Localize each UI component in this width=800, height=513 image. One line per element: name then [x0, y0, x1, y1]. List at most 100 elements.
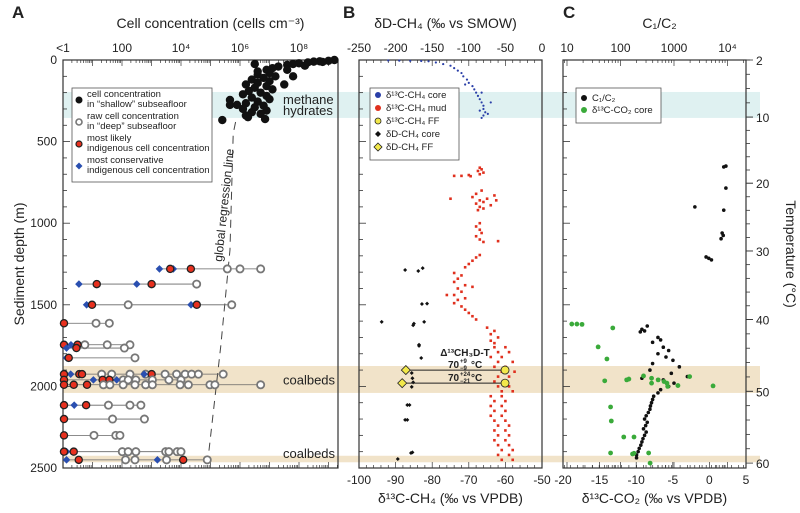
core-dD-point — [419, 356, 424, 361]
temperature-tick-label: 10 — [756, 111, 770, 125]
bottom-tick-label: 0 — [706, 473, 713, 487]
band-label: coalbeds — [283, 372, 336, 387]
likely-point — [87, 300, 97, 310]
mud-point — [496, 239, 500, 243]
c1c2-point — [656, 351, 660, 356]
legend-label: C₁/C₂ — [592, 93, 616, 104]
core-dD-point — [407, 403, 412, 408]
annotation-temp-unit: °C — [471, 373, 482, 384]
co2-point — [602, 378, 608, 384]
co2-point — [604, 356, 610, 362]
mud-point — [489, 339, 493, 343]
conservative-point — [62, 456, 71, 464]
mud-point — [452, 293, 456, 297]
mud-point — [463, 265, 467, 269]
band-label: methane — [283, 92, 334, 107]
legend-box — [369, 87, 460, 161]
shallow-point — [243, 112, 253, 122]
raw-point — [104, 318, 114, 328]
top-tick-label: -100 — [457, 41, 481, 55]
likely-point — [92, 279, 101, 289]
legend-co2-marker — [581, 107, 587, 113]
bottom-tick-label: -80 — [424, 473, 442, 487]
mud-point — [500, 404, 504, 408]
core-c13-point — [482, 114, 485, 117]
legend-mud-marker — [375, 105, 381, 111]
core-c13-point — [489, 101, 492, 104]
mud-point — [493, 429, 496, 432]
core-c13-point — [387, 59, 390, 62]
likely-point — [178, 455, 188, 465]
mud-point — [460, 174, 463, 178]
mud-point — [478, 166, 482, 170]
c1c2-point — [638, 330, 643, 334]
x-tick-label: 10⁸ — [290, 41, 308, 55]
c1c2-point — [644, 430, 648, 434]
mud-point — [504, 399, 507, 403]
mud-point — [478, 199, 482, 202]
mud-point — [500, 389, 504, 393]
annotation-temp-minus: −9 — [460, 366, 468, 372]
mud-point — [496, 424, 500, 427]
raw-point — [162, 455, 172, 465]
c1c2-point — [637, 446, 642, 451]
c1c2-point — [636, 449, 640, 454]
shallow-point — [250, 59, 259, 69]
legend-b: δ¹³C-CH₄ core δ¹³C-CH₄ mud δ¹³C-CH₄ FF δD-C… — [369, 87, 460, 161]
top-axis-title: C₁/C₂ — [642, 15, 676, 31]
raw-point — [210, 380, 220, 390]
mud-point — [511, 448, 515, 452]
core-c13-point — [464, 83, 467, 86]
mud-point — [493, 380, 496, 383]
co2-point — [675, 383, 681, 388]
top-tick-label: 1000 — [661, 41, 688, 55]
mud-point — [489, 332, 493, 336]
mud-point — [500, 355, 504, 359]
mud-point — [493, 365, 496, 369]
mud-point — [496, 350, 500, 354]
core-c13-point — [482, 104, 485, 107]
mud-point — [489, 414, 493, 418]
legend-box — [575, 87, 662, 124]
temperature-tick-label: 40 — [756, 313, 770, 327]
raw-point — [91, 318, 101, 328]
likely-point — [59, 431, 69, 440]
c1c2-point — [650, 361, 655, 366]
core-c13-point — [484, 111, 487, 114]
panel-c-c1c2-co2: 10 100 1000 10⁴ -20 -15 -10 -5 0 5 C₁/C₂ δ¹³C-CO₂ (… — [554, 15, 769, 506]
mud-point — [474, 192, 478, 196]
mud-point — [504, 438, 507, 442]
legend-label: δ¹³C-CH₄ core — [386, 90, 446, 101]
co2-point — [631, 450, 637, 456]
legend-label: most conservative — [87, 155, 164, 166]
conservative-point — [67, 340, 75, 349]
raw-point — [130, 455, 140, 465]
co2-point — [646, 450, 652, 456]
core-dD-point — [420, 266, 425, 271]
mud-point — [463, 296, 467, 300]
core-c13-point — [449, 64, 452, 67]
mud-point — [452, 174, 456, 178]
conservative-point — [155, 265, 164, 273]
mud-point — [513, 370, 516, 374]
core-c13-point — [409, 59, 412, 62]
core-c13-point — [467, 81, 470, 84]
mud-point — [493, 329, 496, 333]
mud-point — [489, 394, 493, 398]
c1c2-point — [651, 394, 656, 398]
raw-point — [183, 380, 193, 390]
mud-point — [478, 253, 482, 257]
mud-point — [489, 203, 493, 207]
mud-point — [500, 414, 504, 418]
conservative-point — [140, 370, 148, 378]
co2-point — [608, 404, 613, 410]
mud-point — [460, 290, 463, 294]
x-tick-label: 10⁶ — [231, 41, 249, 55]
raw-point — [139, 414, 149, 424]
y-axis-title: Sediment depth (m) — [11, 203, 27, 326]
c1c2-point — [644, 413, 648, 418]
conservative-point — [112, 376, 121, 384]
c1c2-point — [641, 436, 645, 441]
